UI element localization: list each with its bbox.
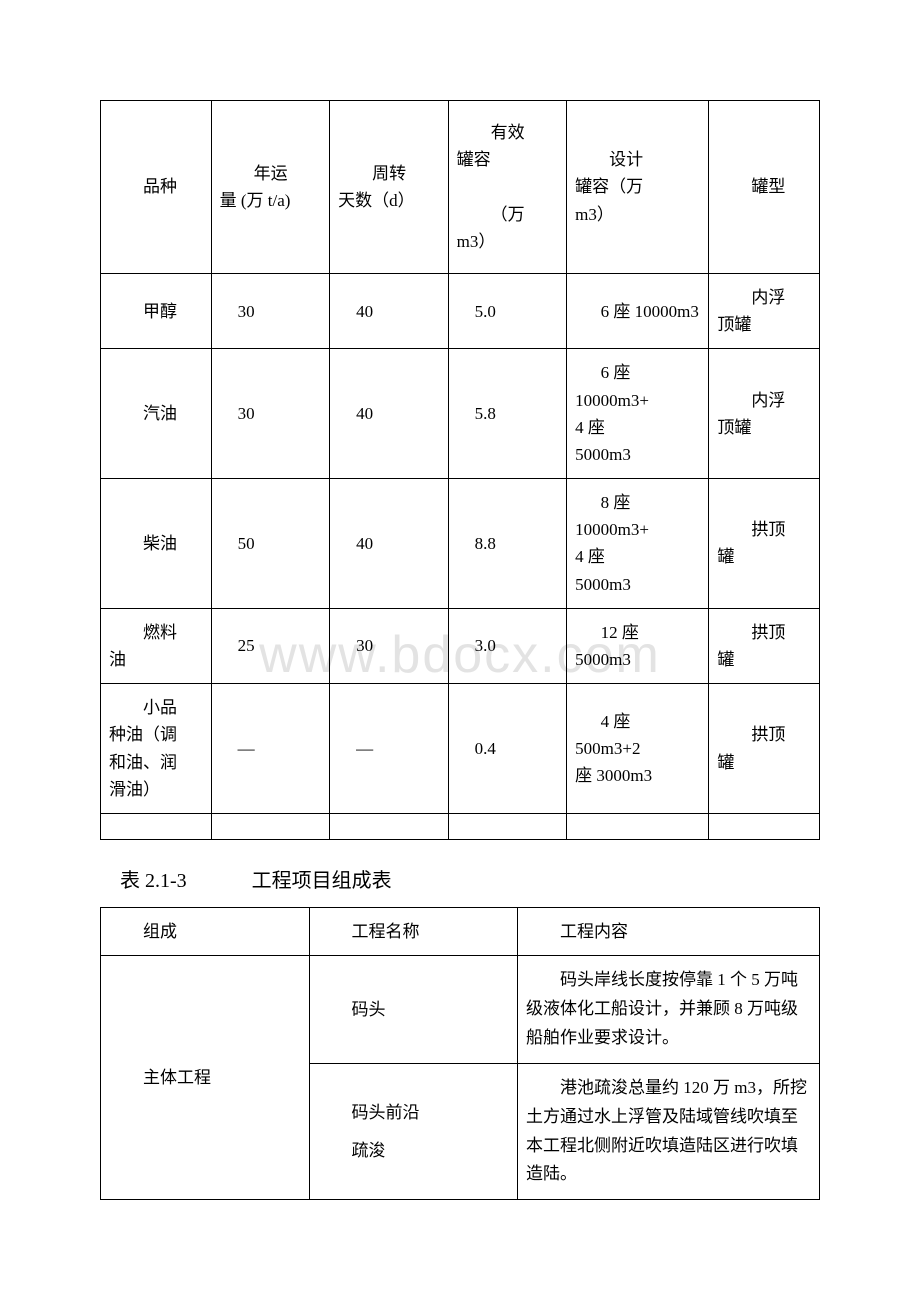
cell-annual: 25 — [211, 608, 330, 683]
cell-effective: 8.8 — [448, 479, 567, 609]
cell-annual: 30 — [211, 349, 330, 479]
cell-design: 6 座 10000m3 — [567, 273, 709, 348]
caption-title: 工程项目组成表 — [252, 870, 392, 892]
cell-design: 8 座 10000m3+ 4 座 5000m3 — [567, 479, 709, 609]
tank-specifications-table: 品种 年运 量 (万 t/a) 周转 天数（d） 有效 罐容 （万 m3） 设计… — [100, 100, 820, 840]
cell-project-name: 码头 — [309, 956, 518, 1064]
header-annual-volume: 年运 量 (万 t/a) — [211, 101, 330, 274]
cell-turnover: 40 — [330, 349, 449, 479]
header-variety: 品种 — [101, 101, 212, 274]
cell-variety: 柴油 — [101, 479, 212, 609]
table-row: 燃料 油 25 30 3.0 12 座 5000m3 拱顶 罐 — [101, 608, 820, 683]
cell-annual: 50 — [211, 479, 330, 609]
cell-turnover: 30 — [330, 608, 449, 683]
cell-effective: 5.8 — [448, 349, 567, 479]
table-row: 主体工程 码头 码头岸线长度按停靠 1 个 5 万吨级液体化工船设计，并兼顾 8… — [101, 956, 820, 1064]
table-caption: 表 2.1-3 工程项目组成表 — [120, 864, 820, 893]
cell-type: 拱顶 罐 — [709, 608, 820, 683]
cell-turnover: 40 — [330, 479, 449, 609]
cell-design: 4 座 500m3+2 座 3000m3 — [567, 684, 709, 814]
cell-annual: — — [211, 684, 330, 814]
cell-variety: 汽油 — [101, 349, 212, 479]
cell-effective: 5.0 — [448, 273, 567, 348]
cell-design: 12 座 5000m3 — [567, 608, 709, 683]
cell-variety: 小品 种油（调 和油、润 滑油） — [101, 684, 212, 814]
cell-effective: 0.4 — [448, 684, 567, 814]
cell-type: 拱顶 罐 — [709, 479, 820, 609]
cell-composition: 主体工程 — [101, 956, 310, 1200]
cell-turnover: — — [330, 684, 449, 814]
cell-effective: 3.0 — [448, 608, 567, 683]
cell-project-name: 码头前沿 疏浚 — [309, 1063, 518, 1200]
table-header-row: 品种 年运 量 (万 t/a) 周转 天数（d） 有效 罐容 （万 m3） 设计… — [101, 101, 820, 274]
table-header-row: 组成 工程名称 工程内容 — [101, 907, 820, 955]
cell-variety: 燃料 油 — [101, 608, 212, 683]
table-row: 小品 种油（调 和油、润 滑油） — — 0.4 4 座 500m3+2 座 3… — [101, 684, 820, 814]
table-row: 汽油 30 40 5.8 6 座 10000m3+ 4 座 5000m3 内浮 … — [101, 349, 820, 479]
cell-annual: 30 — [211, 273, 330, 348]
cell-type: 内浮 顶罐 — [709, 273, 820, 348]
header-composition: 组成 — [101, 907, 310, 955]
header-effective-capacity: 有效 罐容 （万 m3） — [448, 101, 567, 274]
cell-design: 6 座 10000m3+ 4 座 5000m3 — [567, 349, 709, 479]
header-tank-type: 罐型 — [709, 101, 820, 274]
cell-type: 拱顶 罐 — [709, 684, 820, 814]
cell-turnover: 40 — [330, 273, 449, 348]
caption-number: 表 2.1-3 — [120, 870, 187, 892]
table-row: 甲醇 30 40 5.0 6 座 10000m3 内浮 顶罐 — [101, 273, 820, 348]
table-empty-row — [101, 813, 820, 839]
header-project-content: 工程内容 — [518, 907, 820, 955]
cell-project-content: 港池疏浚总量约 120 万 m3，所挖土方通过水上浮管及陆域管线吹填至本工程北侧… — [518, 1063, 820, 1200]
cell-project-content: 码头岸线长度按停靠 1 个 5 万吨级液体化工船设计，并兼顾 8 万吨级船舶作业… — [518, 956, 820, 1064]
header-project-name: 工程名称 — [309, 907, 518, 955]
project-composition-table: 组成 工程名称 工程内容 主体工程 码头 码头岸线长度按停靠 1 个 5 万吨级… — [100, 907, 820, 1200]
header-design-capacity: 设计 罐容（万 m3） — [567, 101, 709, 274]
table-row: 柴油 50 40 8.8 8 座 10000m3+ 4 座 5000m3 拱顶 … — [101, 479, 820, 609]
cell-type: 内浮 顶罐 — [709, 349, 820, 479]
cell-variety: 甲醇 — [101, 273, 212, 348]
header-turnover-days: 周转 天数（d） — [330, 101, 449, 274]
